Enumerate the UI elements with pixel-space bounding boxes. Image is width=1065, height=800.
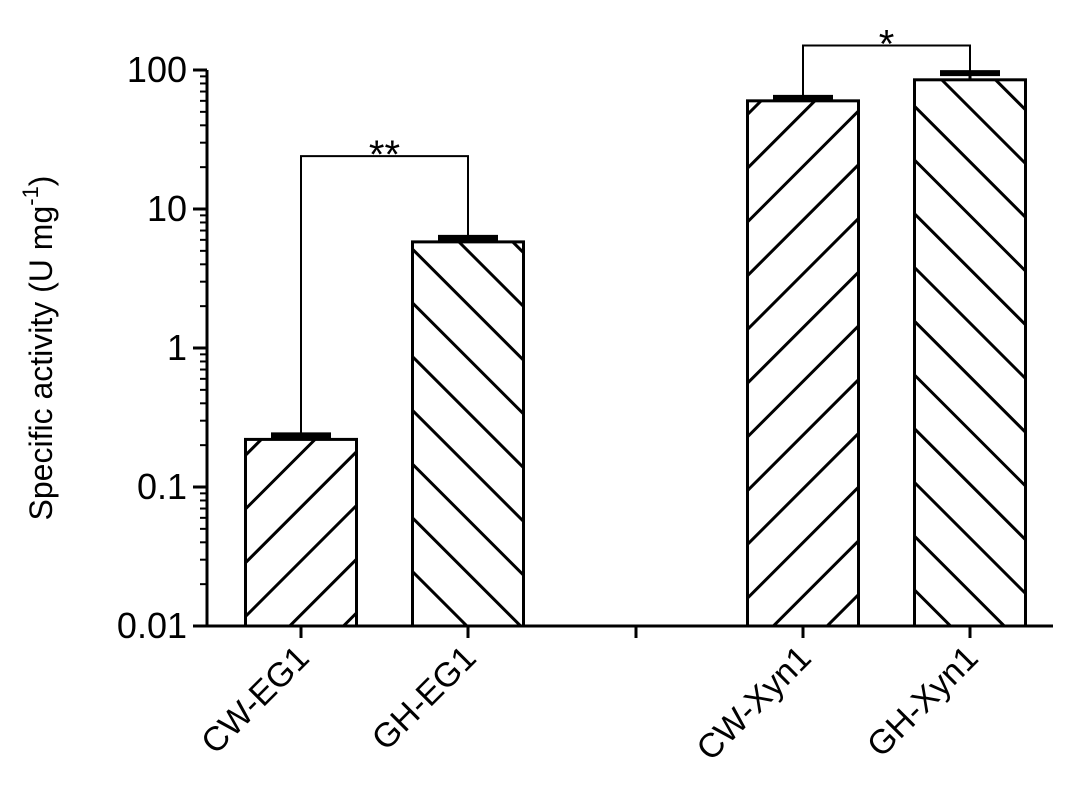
x-category-label: CW-EG1 xyxy=(194,639,317,762)
x-category-label: CW-Xyn1 xyxy=(689,639,818,768)
y-axis-title-main: Specific activity (U mg xyxy=(23,206,59,521)
y-tick-label: 10 xyxy=(147,188,187,229)
significance-layer: *** xyxy=(300,23,971,436)
error-bars-layer xyxy=(271,70,1000,440)
significance-bracket xyxy=(300,155,469,436)
y-tick-label: 0.01 xyxy=(117,605,187,646)
bar xyxy=(411,240,525,628)
y-axis-title: Specific activity (U mg-1) xyxy=(18,176,59,521)
significance-label: ** xyxy=(369,133,400,177)
y-axis-title-close: ) xyxy=(23,176,59,187)
y-axis-ticks: 0.01 0.1 1 10 100 xyxy=(117,49,207,646)
y-axis-title-superscript: -1 xyxy=(18,186,43,206)
y-tick-label: 1 xyxy=(167,327,187,368)
significance-label: * xyxy=(879,23,895,67)
x-axis-ticks: CW-EG1 GH-EG1 CW-Xyn1 GH-Xyn1 xyxy=(194,626,986,768)
x-category-label: GH-Xyn1 xyxy=(860,639,986,765)
bar xyxy=(244,437,358,628)
bar xyxy=(913,78,1027,628)
bars-layer xyxy=(244,78,1027,628)
x-category-label: GH-EG1 xyxy=(365,639,484,758)
y-tick-label: 100 xyxy=(127,49,187,90)
y-tick-label: 0.1 xyxy=(137,466,187,507)
bar xyxy=(746,99,860,628)
significance-bracket xyxy=(802,44,971,98)
